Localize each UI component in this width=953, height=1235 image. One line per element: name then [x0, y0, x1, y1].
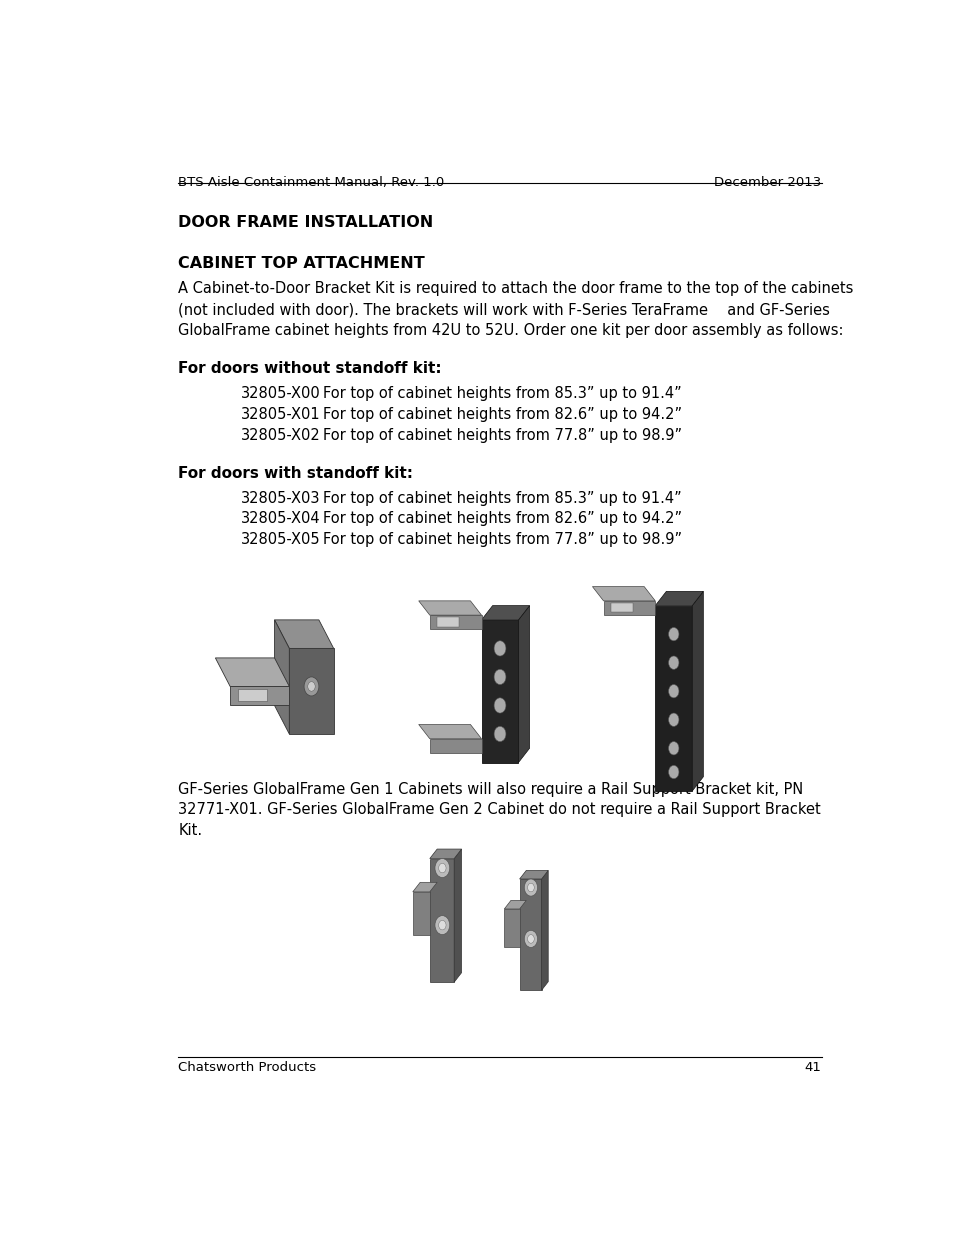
- Bar: [237, 689, 267, 700]
- Polygon shape: [418, 601, 481, 615]
- Text: GF-Series GlobalFrame Gen 1 Cabinets will also require a Rail Support Bracket ki: GF-Series GlobalFrame Gen 1 Cabinets wil…: [178, 782, 802, 797]
- Polygon shape: [519, 879, 541, 990]
- Text: 32771-X01. GF-Series GlobalFrame Gen 2 Cabinet do not require a Rail Support Bra: 32771-X01. GF-Series GlobalFrame Gen 2 C…: [178, 803, 821, 818]
- Polygon shape: [655, 605, 692, 792]
- Circle shape: [494, 669, 505, 684]
- Circle shape: [668, 766, 679, 779]
- Polygon shape: [413, 892, 429, 935]
- Polygon shape: [230, 687, 289, 705]
- Circle shape: [668, 713, 679, 726]
- Circle shape: [438, 920, 446, 930]
- Polygon shape: [504, 900, 526, 909]
- Polygon shape: [454, 848, 461, 982]
- Polygon shape: [215, 658, 289, 687]
- Circle shape: [438, 863, 446, 873]
- Text: (not included with door). The brackets will work with F-Series TeraFrame  and GF: (not included with door). The brackets w…: [178, 303, 829, 317]
- Polygon shape: [274, 620, 334, 648]
- Polygon shape: [519, 871, 548, 879]
- Polygon shape: [541, 871, 548, 990]
- Circle shape: [527, 935, 534, 944]
- Polygon shape: [504, 909, 519, 947]
- Text: Kit.: Kit.: [178, 824, 202, 839]
- Polygon shape: [289, 648, 334, 734]
- Circle shape: [527, 883, 534, 892]
- Text: 32805-X05: 32805-X05: [241, 532, 320, 547]
- Circle shape: [524, 879, 537, 897]
- Text: DOOR FRAME INSTALLATION: DOOR FRAME INSTALLATION: [178, 215, 434, 230]
- Text: For top of cabinet heights from 77.8” up to 98.9”: For top of cabinet heights from 77.8” up…: [322, 427, 681, 443]
- Circle shape: [308, 682, 314, 692]
- Text: December 2013: December 2013: [714, 175, 821, 189]
- Text: 32805-X04: 32805-X04: [241, 511, 320, 526]
- Polygon shape: [518, 605, 529, 762]
- Polygon shape: [692, 592, 702, 792]
- Circle shape: [668, 741, 679, 755]
- Circle shape: [524, 930, 537, 947]
- Circle shape: [494, 698, 505, 713]
- Polygon shape: [429, 739, 481, 753]
- Polygon shape: [413, 882, 436, 892]
- Circle shape: [435, 915, 449, 935]
- Bar: [436, 618, 459, 626]
- Text: A Cabinet-to-Door Bracket Kit is required to attach the door frame to the top of: A Cabinet-to-Door Bracket Kit is require…: [178, 282, 853, 296]
- Polygon shape: [603, 601, 655, 615]
- Polygon shape: [655, 592, 702, 605]
- Text: 41: 41: [804, 1061, 821, 1074]
- Polygon shape: [429, 848, 461, 858]
- Polygon shape: [274, 620, 289, 734]
- Text: 32805-X00: 32805-X00: [241, 387, 320, 401]
- Text: For doors without standoff kit:: For doors without standoff kit:: [178, 361, 441, 377]
- Polygon shape: [481, 605, 529, 620]
- Polygon shape: [481, 620, 518, 762]
- Circle shape: [435, 858, 449, 878]
- Circle shape: [494, 726, 505, 741]
- Text: For top of cabinet heights from 77.8” up to 98.9”: For top of cabinet heights from 77.8” up…: [322, 532, 681, 547]
- Polygon shape: [418, 725, 481, 739]
- Text: 32805-X01: 32805-X01: [241, 406, 320, 422]
- Circle shape: [304, 677, 318, 697]
- Text: For top of cabinet heights from 82.6” up to 94.2”: For top of cabinet heights from 82.6” up…: [322, 406, 681, 422]
- Text: For top of cabinet heights from 85.3” up to 91.4”: For top of cabinet heights from 85.3” up…: [322, 387, 680, 401]
- Text: CABINET TOP ATTACHMENT: CABINET TOP ATTACHMENT: [178, 256, 425, 270]
- Text: For top of cabinet heights from 85.3” up to 91.4”: For top of cabinet heights from 85.3” up…: [322, 490, 680, 505]
- Text: For doors with standoff kit:: For doors with standoff kit:: [178, 466, 413, 480]
- Circle shape: [668, 684, 679, 698]
- Text: For top of cabinet heights from 82.6” up to 94.2”: For top of cabinet heights from 82.6” up…: [322, 511, 681, 526]
- Circle shape: [668, 627, 679, 641]
- Bar: [610, 603, 633, 613]
- Polygon shape: [429, 615, 481, 630]
- Text: 32805-X03: 32805-X03: [241, 490, 320, 505]
- Polygon shape: [429, 858, 454, 982]
- Circle shape: [668, 656, 679, 669]
- Text: BTS Aisle Containment Manual, Rev. 1.0: BTS Aisle Containment Manual, Rev. 1.0: [178, 175, 444, 189]
- Text: 32805-X02: 32805-X02: [241, 427, 320, 443]
- Text: GlobalFrame cabinet heights from 42U to 52U. Order one kit per door assembly as : GlobalFrame cabinet heights from 42U to …: [178, 324, 843, 338]
- Circle shape: [494, 641, 505, 656]
- Text: Chatsworth Products: Chatsworth Products: [178, 1061, 316, 1074]
- Polygon shape: [592, 587, 655, 601]
